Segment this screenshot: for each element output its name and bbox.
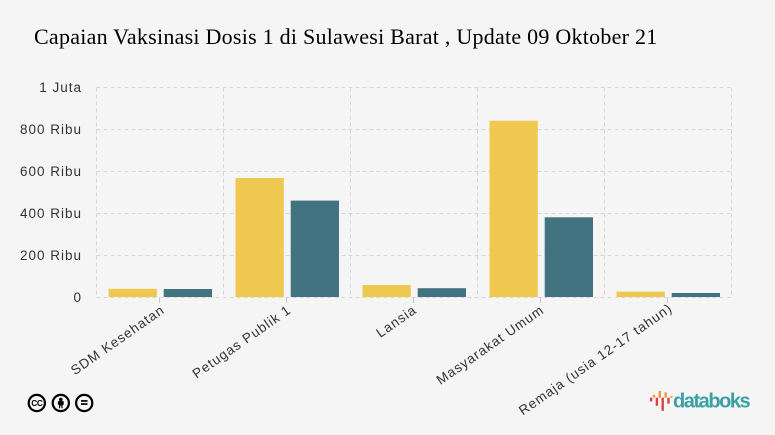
svg-text:200 Ribu: 200 Ribu bbox=[20, 248, 82, 263]
svg-text:databoks: databoks bbox=[673, 391, 751, 413]
svg-text:1 Juta: 1 Juta bbox=[39, 80, 82, 95]
svg-text:600 Ribu: 600 Ribu bbox=[20, 164, 82, 179]
svg-text:800 Ribu: 800 Ribu bbox=[20, 122, 82, 137]
svg-text:CC: CC bbox=[31, 398, 43, 408]
svg-text:400 Ribu: 400 Ribu bbox=[20, 206, 82, 221]
svg-text:Capaian Vaksinasi Dosis 1 di S: Capaian Vaksinasi Dosis 1 di Sulawesi Ba… bbox=[34, 24, 657, 49]
svg-text:0: 0 bbox=[73, 290, 82, 305]
